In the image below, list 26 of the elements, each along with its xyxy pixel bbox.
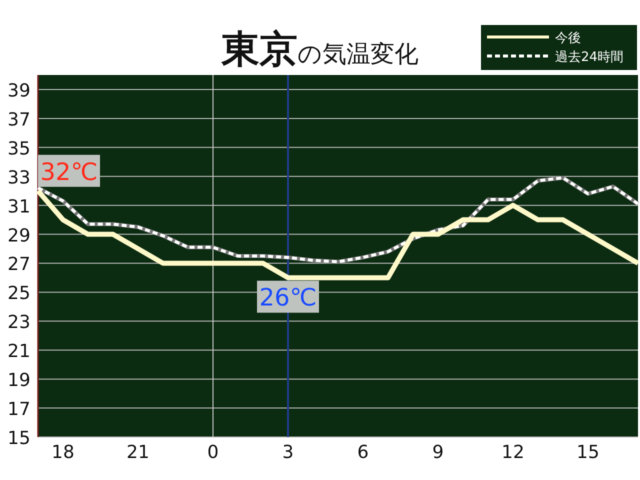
y-tick-label: 31 [8,196,30,218]
x-tick-label: 21 [126,442,150,463]
annotation: 32℃ [40,158,98,186]
y-tick-label: 21 [8,341,30,362]
y-tick-label: 37 [8,109,30,130]
y-tick-label: 35 [8,138,30,160]
x-tick-label: 6 [357,442,369,463]
x-tick-label: 3 [282,442,294,463]
y-tick-label: 23 [8,312,30,334]
y-tick-label: 17 [8,399,30,420]
x-tick-label: 12 [502,442,524,463]
y-tick-label: 33 [8,167,30,188]
annotation: 26℃ [259,284,317,312]
x-tick-label: 0 [207,442,219,463]
y-tick-label: 27 [8,254,30,276]
y-tick-label: 39 [8,80,30,102]
y-tick-label: 25 [8,283,30,304]
x-tick-label: 15 [576,442,600,463]
y-tick-label: 19 [8,370,30,392]
y-tick-label: 29 [8,225,30,246]
legend-label: 今後 [555,31,581,46]
y-tick-label: 15 [8,428,30,449]
legend-label: 過去24時間 [555,50,624,65]
x-tick-label: 18 [52,442,74,463]
chart-title: 東京の気温変化 [220,27,418,71]
x-tick-label: 9 [432,442,444,463]
